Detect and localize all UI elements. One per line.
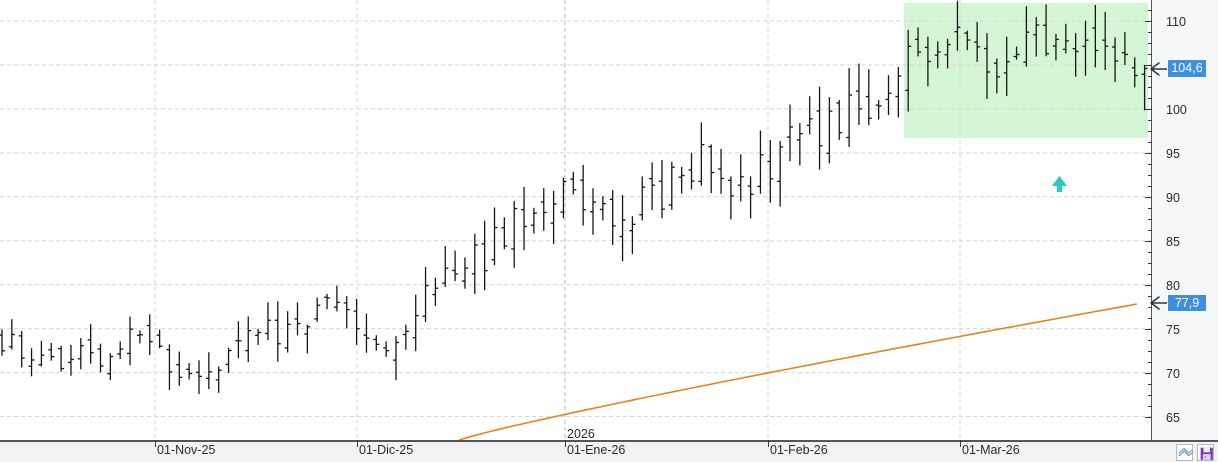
svg-text:2026: 2026: [567, 427, 595, 441]
